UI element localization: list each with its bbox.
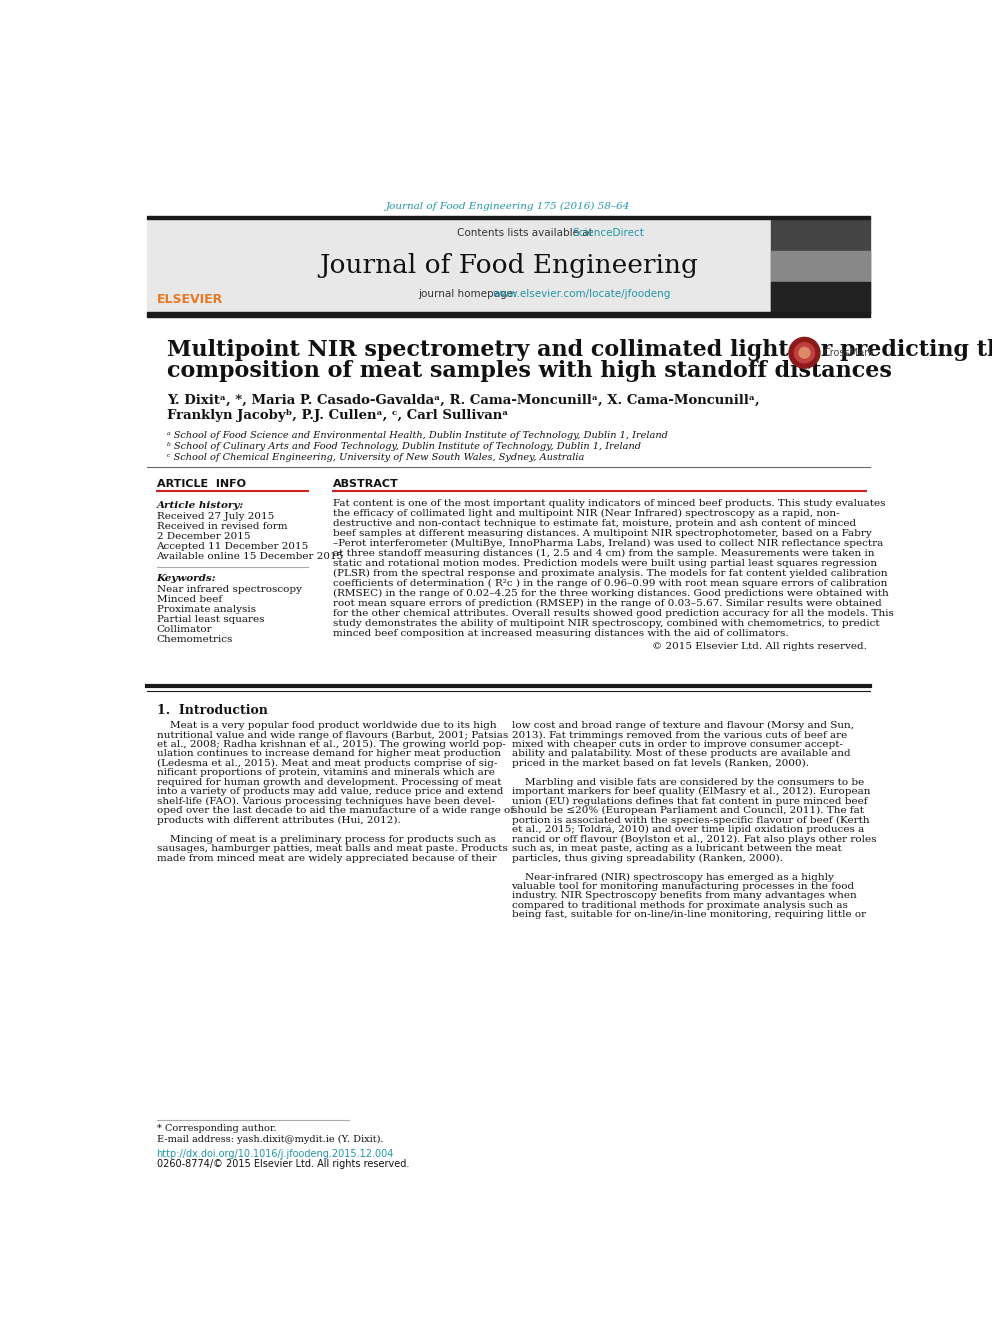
Text: (PLSR) from the spectral response and proximate analysis. The models for fat con: (PLSR) from the spectral response and pr… [333,569,888,578]
Text: ELSEVIER: ELSEVIER [157,294,223,306]
Text: Minced beef: Minced beef [157,595,221,603]
Text: Partial least squares: Partial least squares [157,615,264,623]
Text: coefficients of determination ( R²c ) in the range of 0.96–0.99 with root mean s: coefficients of determination ( R²c ) in… [333,579,888,589]
Text: Accepted 11 December 2015: Accepted 11 December 2015 [157,541,309,550]
Bar [147,218,244,312]
Text: ᵃ School of Food Science and Environmental Health, Dublin Institute of Technolog: ᵃ School of Food Science and Environment… [167,431,668,441]
Text: 2013). Fat trimmings removed from the various cuts of beef are: 2013). Fat trimmings removed from the va… [512,730,847,740]
Text: Article history:: Article history: [157,501,244,509]
Text: low cost and broad range of texture and flavour (Morsy and Sun,: low cost and broad range of texture and … [512,721,853,730]
Text: nificant proportions of protein, vitamins and minerals which are: nificant proportions of protein, vitamin… [157,769,494,778]
Text: the efficacy of collimated light and multipoint NIR (Near Infrared) spectroscopy: the efficacy of collimated light and mul… [333,509,840,519]
Text: oped over the last decade to aid the manufacture of a wide range of: oped over the last decade to aid the man… [157,806,514,815]
Text: composition of meat samples with high standoff distances: composition of meat samples with high st… [167,360,892,382]
Text: Contents lists available at: Contents lists available at [457,229,596,238]
Text: (Ledesma et al., 2015). Meat and meat products comprise of sig-: (Ledesma et al., 2015). Meat and meat pr… [157,759,497,767]
Text: 2 December 2015: 2 December 2015 [157,532,250,541]
Text: Collimator: Collimator [157,624,212,634]
Text: study demonstrates the ability of multipoint NIR spectroscopy, combined with che: study demonstrates the ability of multip… [333,619,880,628]
Text: root mean square errors of prediction (RMSEP) in the range of 0.03–5.67. Similar: root mean square errors of prediction (R… [333,599,882,609]
Text: into a variety of products may add value, reduce price and extend: into a variety of products may add value… [157,787,503,796]
Text: particles, thus giving spreadability (Ranken, 2000).: particles, thus giving spreadability (Ra… [512,853,783,863]
Text: beef samples at different measuring distances. A multipoint NIR spectrophotomete: beef samples at different measuring dist… [333,529,872,538]
Text: Proximate analysis: Proximate analysis [157,605,256,614]
Text: rancid or off flavour (Boylston et al., 2012). Fat also plays other roles: rancid or off flavour (Boylston et al., … [512,835,876,844]
Text: industry. NIR Spectroscopy benefits from many advantages when: industry. NIR Spectroscopy benefits from… [512,892,856,901]
Text: et al., 2008; Radha krishnan et al., 2015). The growing world pop-: et al., 2008; Radha krishnan et al., 201… [157,740,506,749]
Text: valuable tool for monitoring manufacturing processes in the food: valuable tool for monitoring manufacturi… [512,882,855,890]
Text: portion is associated with the species-specific flavour of beef (Kerth: portion is associated with the species-s… [512,815,869,824]
Text: Franklyn Jacobyᵇ, P.J. Cullenᵃ, ᶜ, Carl Sullivanᵃ: Franklyn Jacobyᵇ, P.J. Cullenᵃ, ᶜ, Carl … [167,409,508,422]
Text: 0260-8774/© 2015 Elsevier Ltd. All rights reserved.: 0260-8774/© 2015 Elsevier Ltd. All right… [157,1159,409,1170]
Text: Marbling and visible fats are considered by the consumers to be: Marbling and visible fats are considered… [512,778,864,787]
Text: E-mail address: yash.dixit@mydit.ie (Y. Dixit).: E-mail address: yash.dixit@mydit.ie (Y. … [157,1134,383,1143]
Text: http://dx.doi.org/10.1016/j.jfoodeng.2015.12.004: http://dx.doi.org/10.1016/j.jfoodeng.201… [157,1148,394,1159]
Circle shape [799,348,809,359]
Text: –Perot interferometer (MultiBye, InnoPharma Labs, Ireland) was used to collect N: –Perot interferometer (MultiBye, InnoPha… [333,540,884,548]
Text: ᶜ School of Chemical Engineering, University of New South Wales, Sydney, Austral: ᶜ School of Chemical Engineering, Univer… [167,452,584,462]
Text: ARTICLE  INFO: ARTICLE INFO [157,479,246,490]
Text: destructive and non-contact technique to estimate fat, moisture, protein and ash: destructive and non-contact technique to… [333,519,856,528]
Text: important markers for beef quality (ElMasry et al., 2012). European: important markers for beef quality (ElMa… [512,787,870,796]
Text: Journal of Food Engineering: Journal of Food Engineering [318,253,698,278]
Text: (RMSEC) in the range of 0.02–4.25 for the three working distances. Good predicti: (RMSEC) in the range of 0.02–4.25 for th… [333,589,889,598]
Text: products with different attributes (Hui, 2012).: products with different attributes (Hui,… [157,815,401,824]
Text: should be ≤20% (European Parliament and Council, 2011). The fat: should be ≤20% (European Parliament and … [512,806,863,815]
Text: static and rotational motion modes. Prediction models were built using partial l: static and rotational motion modes. Pred… [333,560,877,569]
Circle shape [789,337,820,368]
Text: compared to traditional methods for proximate analysis such as: compared to traditional methods for prox… [512,901,847,910]
Text: journal homepage:: journal homepage: [419,288,521,299]
Text: Available online 15 December 2015: Available online 15 December 2015 [157,552,344,561]
Bar [771,282,870,312]
Text: * Corresponding author.: * Corresponding author. [157,1125,276,1134]
Text: minced beef composition at increased measuring distances with the aid of collima: minced beef composition at increased mea… [333,630,789,639]
Text: Received in revised form: Received in revised form [157,521,287,531]
Text: ScienceDirect: ScienceDirect [572,229,644,238]
Text: © 2015 Elsevier Ltd. All rights reserved.: © 2015 Elsevier Ltd. All rights reserved… [652,643,866,651]
Text: Near infrared spectroscopy: Near infrared spectroscopy [157,585,302,594]
Text: sausages, hamburger patties, meat balls and meat paste. Products: sausages, hamburger patties, meat balls … [157,844,507,853]
Text: being fast, suitable for on-line/in-line monitoring, requiring little or: being fast, suitable for on-line/in-line… [512,910,866,919]
Text: ulation continues to increase demand for higher meat production: ulation continues to increase demand for… [157,749,501,758]
Bar [147,216,870,218]
Text: Multipoint NIR spectrometry and collimated light for predicting the: Multipoint NIR spectrometry and collimat… [167,339,992,361]
Text: nutritional value and wide range of flavours (Barbut, 2001; Patsias: nutritional value and wide range of flav… [157,730,508,740]
Text: at three standoff measuring distances (1, 2.5 and 4 cm) from the sample. Measure: at three standoff measuring distances (1… [333,549,875,558]
Text: ability and palatability. Most of these products are available and: ability and palatability. Most of these … [512,749,850,758]
Text: shelf-life (FAO). Various processing techniques have been devel-: shelf-life (FAO). Various processing tec… [157,796,494,806]
Text: Mincing of meat is a preliminary process for products such as: Mincing of meat is a preliminary process… [157,835,496,844]
Bar [771,218,870,312]
Text: Journal of Food Engineering 175 (2016) 58–64: Journal of Food Engineering 175 (2016) 5… [386,202,631,212]
Text: CrossMark: CrossMark [823,348,874,357]
Text: et al., 2015; Toldrá, 2010) and over time lipid oxidation produces a: et al., 2015; Toldrá, 2010) and over tim… [512,826,864,835]
Text: ABSTRACT: ABSTRACT [333,479,399,490]
Text: mixed with cheaper cuts in order to improve consumer accept-: mixed with cheaper cuts in order to impr… [512,740,842,749]
Text: Chemometrics: Chemometrics [157,635,233,644]
Text: made from minced meat are widely appreciated because of their: made from minced meat are widely appreci… [157,853,496,863]
Text: Y. Dixitᵃ, *, Maria P. Casado-Gavaldaᵃ, R. Cama-Moncunillᵃ, X. Cama-Moncunillᵃ,: Y. Dixitᵃ, *, Maria P. Casado-Gavaldaᵃ, … [167,394,759,407]
Circle shape [795,343,814,363]
Text: Keywords:: Keywords: [157,574,216,583]
Bar [771,251,870,282]
Text: Near-infrared (NIR) spectroscopy has emerged as a highly: Near-infrared (NIR) spectroscopy has eme… [512,872,833,881]
Text: Received 27 July 2015: Received 27 July 2015 [157,512,274,520]
Text: required for human growth and development. Processing of meat: required for human growth and developmen… [157,778,501,787]
Text: www.elsevier.com/locate/jfoodeng: www.elsevier.com/locate/jfoodeng [492,288,671,299]
Text: Meat is a very popular food product worldwide due to its high: Meat is a very popular food product worl… [157,721,496,730]
Text: priced in the market based on fat levels (Ranken, 2000).: priced in the market based on fat levels… [512,759,808,767]
Bar [147,312,870,316]
Text: union (EU) regulations defines that fat content in pure minced beef: union (EU) regulations defines that fat … [512,796,867,806]
Text: such as, in meat paste, acting as a lubricant between the meat: such as, in meat paste, acting as a lubr… [512,844,841,853]
Text: 1.  Introduction: 1. Introduction [157,704,268,717]
Bar [244,218,771,312]
Text: Fat content is one of the most important quality indicators of minced beef produ: Fat content is one of the most important… [333,499,886,508]
Text: for the other chemical attributes. Overall results showed good prediction accura: for the other chemical attributes. Overa… [333,610,894,618]
Text: ᵇ School of Culinary Arts and Food Technology, Dublin Institute of Technology, D: ᵇ School of Culinary Arts and Food Techn… [167,442,641,451]
